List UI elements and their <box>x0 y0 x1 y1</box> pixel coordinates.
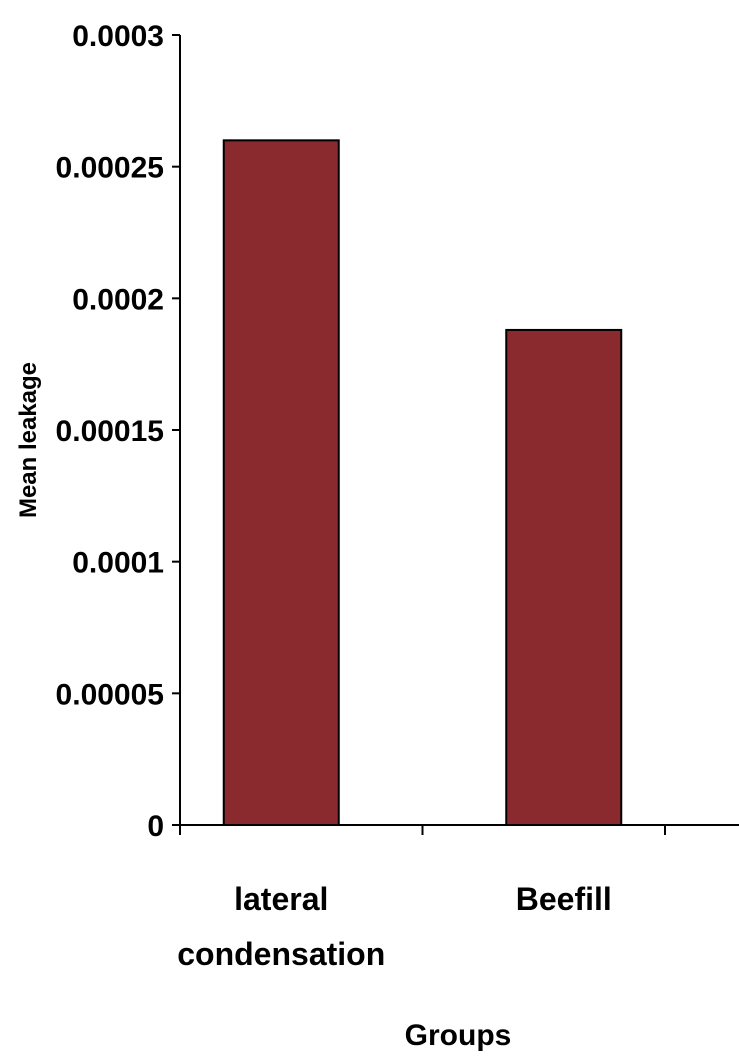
x-category-label: Beefill <box>516 881 612 917</box>
y-tick-label: 0.0002 <box>72 283 164 316</box>
x-category-label: lateral condensation <box>177 881 385 972</box>
y-tick-label: 0.00025 <box>56 152 164 185</box>
y-tick-label: 0.0001 <box>72 547 164 580</box>
x-axis-ticks <box>179 825 666 835</box>
bar <box>505 328 623 826</box>
y-axis-ticks: 0 0.00005 0.0001 0.00015 0.0002 0.00025 0.0003 <box>56 20 180 843</box>
x-axis-title: Groups <box>405 1019 512 1052</box>
y-axis-title: Mean leakage <box>15 362 42 518</box>
x-axis-category-labels: lateral condensation Beefill <box>177 881 612 972</box>
y-tick-label: 0 <box>147 810 164 843</box>
y-tick-label: 0.0003 <box>72 20 164 53</box>
y-tick-label: 0.00005 <box>56 678 164 711</box>
y-tick-label: 0.00015 <box>56 415 164 448</box>
bars <box>222 139 623 827</box>
bar <box>222 139 340 827</box>
